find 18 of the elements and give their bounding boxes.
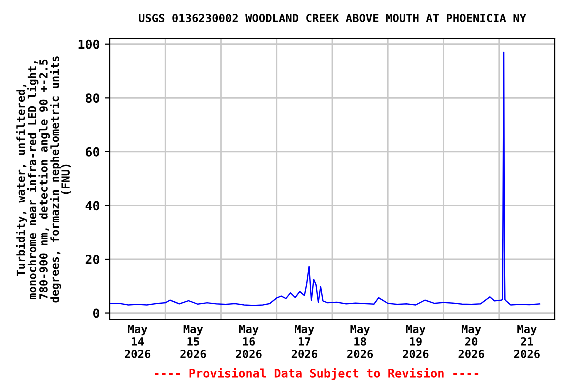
y-tick-label: 60 bbox=[86, 147, 100, 157]
x-tick-label: May 19 2026 bbox=[403, 325, 429, 358]
x-tick-label: May 21 2026 bbox=[514, 325, 540, 358]
chart-title: USGS 0136230002 WOODLAND CREEK ABOVE MOUTH AT PHOENICIA NY bbox=[139, 14, 526, 22]
x-tick-label: May 18 2026 bbox=[348, 325, 374, 358]
y-tick-label: 20 bbox=[86, 254, 100, 264]
x-tick-label: May 16 2026 bbox=[236, 325, 262, 358]
y-tick-label: 0 bbox=[94, 308, 100, 318]
text: ---- Provisional Data Subject to Revision ---- bbox=[155, 368, 479, 380]
x-tick-label: May 20 2026 bbox=[458, 325, 484, 358]
x-tick-label: May 17 2026 bbox=[292, 325, 318, 358]
y-axis-title: Turbidity, water, unfiltered, monochrome near infra-red LED light, 780-900 nm, detection angle 90 +-2.5 degrees, formazin nephelometric units (FNU) bbox=[16, 56, 72, 303]
x-tick-label: May 15 2026 bbox=[180, 325, 206, 358]
x-tick-label: May 14 2026 bbox=[125, 325, 151, 358]
y-tick-label: 80 bbox=[86, 94, 100, 104]
line-series bbox=[110, 52, 541, 306]
y-tick-label: 100 bbox=[78, 40, 100, 50]
y-tick-label: 40 bbox=[86, 201, 100, 211]
